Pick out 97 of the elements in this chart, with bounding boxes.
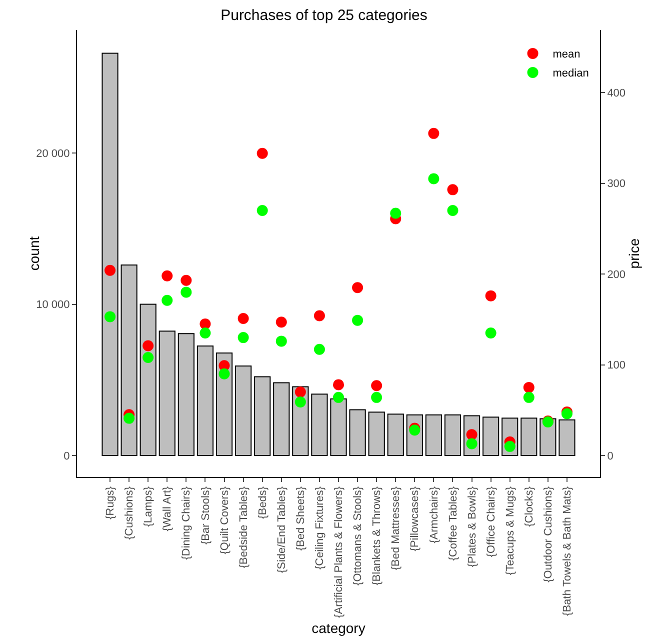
y2-tick-label: 0 — [607, 450, 614, 462]
y2-tick-label: 400 — [607, 87, 626, 100]
bar — [482, 416, 500, 456]
y-tick-label: 10 000 — [36, 299, 70, 312]
point — [371, 392, 382, 403]
bar — [520, 418, 538, 456]
x-tick-label: {Plates & Bowls} — [466, 486, 478, 568]
point — [485, 328, 496, 339]
point — [314, 344, 325, 355]
point — [352, 282, 364, 294]
y2-tick-label: 200 — [607, 268, 626, 281]
point — [180, 274, 192, 286]
y-tick-label: 0 — [64, 450, 70, 462]
x-tick-label: {Office Chairs} — [485, 486, 498, 558]
x-tick-label: {Blankets & Throws} — [371, 486, 384, 586]
point — [523, 382, 534, 393]
y2-axis-title: price — [626, 238, 642, 269]
x-tick-label: {Bed Mattresses} — [390, 486, 402, 570]
point — [294, 386, 306, 398]
point — [466, 438, 478, 450]
bar — [273, 382, 290, 456]
point — [104, 264, 116, 276]
x-tick-label: {Quilt Covers} — [218, 486, 231, 554]
point — [428, 173, 440, 184]
point — [276, 316, 287, 328]
y-tick-label: 20 000 — [36, 148, 70, 160]
chart-title: Purchases of top 25 categories — [220, 7, 428, 24]
bar — [558, 419, 576, 456]
bar — [425, 414, 442, 456]
x-tick-label: {Bed Sheets} — [294, 486, 307, 551]
y2-tick-label: 100 — [607, 360, 626, 372]
x-tick-label: {Bath Towels & Bath Mats} — [562, 486, 574, 616]
point — [428, 128, 440, 139]
x-tick-label: {Clocks} — [523, 486, 536, 527]
x-axis-title: category — [312, 620, 366, 636]
bar — [368, 412, 385, 456]
bar — [196, 346, 214, 456]
point — [218, 368, 230, 380]
point — [162, 270, 173, 282]
bar — [254, 376, 271, 456]
x-tick-label: {Side/End Tables} — [276, 486, 288, 574]
point — [447, 184, 458, 196]
x-tick-label: {Outdoor Cushions} — [542, 486, 555, 582]
point — [485, 290, 496, 302]
point — [333, 379, 344, 390]
x-tick-label: {Lamps} — [142, 486, 155, 527]
x-tick-label: {Armchairs} — [428, 486, 440, 544]
point — [142, 340, 154, 352]
point — [200, 328, 211, 339]
bar — [387, 414, 404, 456]
point — [294, 396, 306, 408]
x-tick-label: {Pillowcases} — [409, 486, 422, 552]
bar — [330, 398, 347, 456]
x-tick-label: {Beds} — [256, 486, 269, 519]
x-tick-label: {Bar Stools} — [200, 486, 212, 544]
point — [333, 392, 344, 403]
point — [238, 332, 249, 344]
point — [256, 148, 268, 159]
x-tick-label: {Dining Chairs} — [180, 486, 193, 560]
bar — [140, 304, 156, 456]
x-tick-label: {Teacups & Mugs} — [504, 486, 516, 576]
point — [124, 412, 135, 424]
x-tick-label: {Artificial Plants & Flowers} — [333, 486, 346, 618]
bar — [158, 330, 176, 456]
point — [314, 310, 325, 322]
x-tick-label: {Cushions} — [124, 486, 136, 540]
point — [523, 392, 534, 403]
point — [104, 311, 116, 322]
x-tick-label: {Coffee Tables} — [447, 486, 460, 561]
point — [200, 318, 211, 330]
legend-label: median — [552, 68, 589, 80]
bar — [349, 409, 366, 456]
x-tick-label: {Rugs} — [104, 486, 117, 520]
legend-label: mean — [552, 48, 580, 61]
bar — [235, 366, 252, 456]
point — [390, 208, 402, 219]
bar — [311, 394, 328, 456]
point — [447, 205, 458, 216]
x-tick-label: {Bedside Tables} — [238, 486, 250, 568]
point — [238, 313, 249, 324]
y2-tick-label: 300 — [607, 178, 626, 190]
x-tick-label: {Wall Art} — [162, 486, 174, 532]
point — [180, 286, 192, 298]
point — [256, 205, 268, 216]
y-axis-title: count — [26, 236, 42, 271]
bar — [178, 333, 194, 456]
bar — [444, 414, 462, 456]
point — [371, 380, 382, 392]
x-tick-label: {Ottomans & Stools} — [352, 486, 364, 586]
x-tick-label: {Ceiling Fixtures} — [314, 486, 326, 570]
point — [142, 352, 154, 364]
bar — [120, 264, 138, 456]
point — [276, 336, 287, 347]
point — [352, 314, 364, 326]
point — [504, 440, 516, 452]
point — [162, 294, 173, 306]
bar — [102, 52, 118, 456]
